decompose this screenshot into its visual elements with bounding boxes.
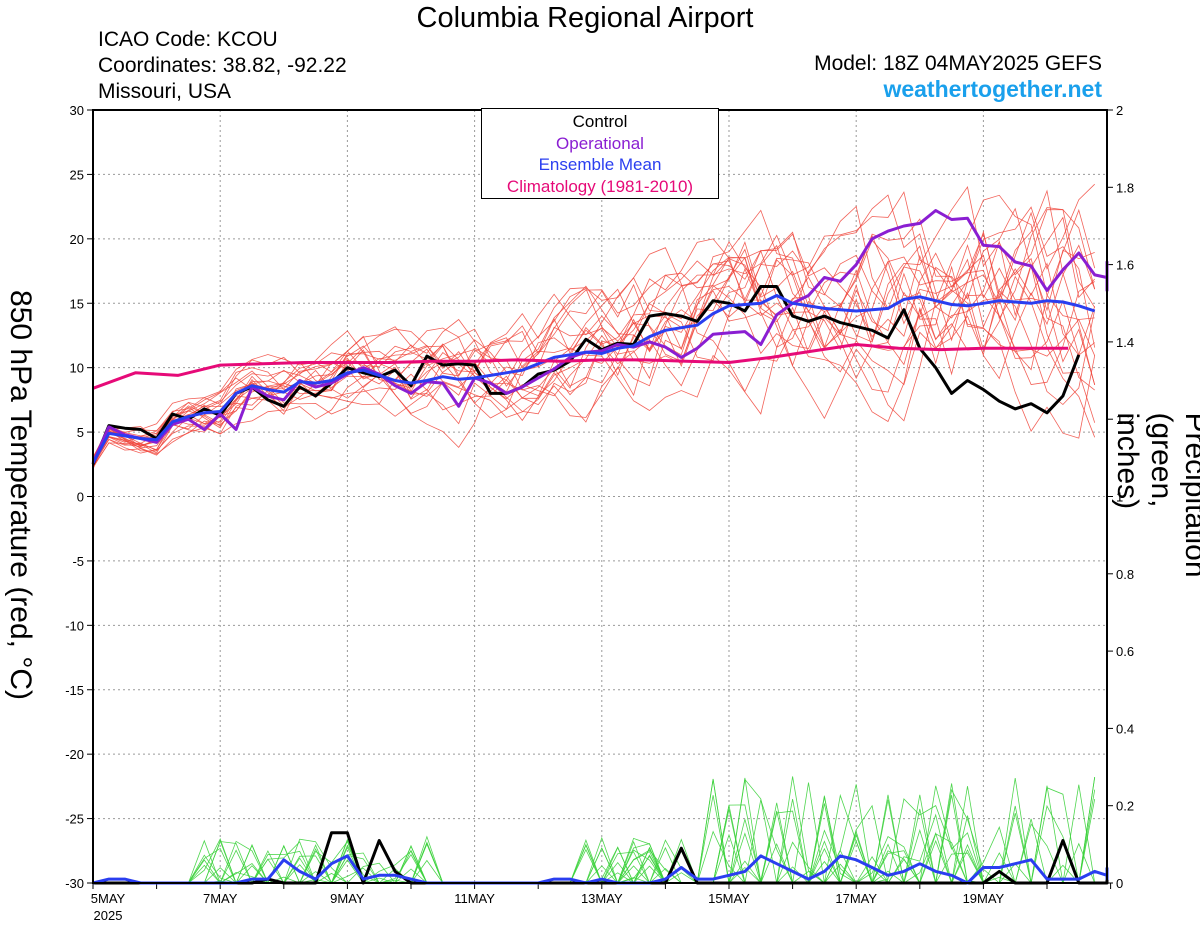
legend-control: Control — [572, 112, 628, 131]
y-tick-label-left: -5 — [72, 554, 84, 569]
y-tick-label-left: 30 — [70, 103, 84, 118]
x-tick-label: 5MAY — [91, 891, 126, 906]
ensemble-member-temperature-line — [92, 206, 1096, 458]
y-tick-label-left: 25 — [70, 167, 84, 182]
ensemble-member-temperature-line — [92, 186, 1095, 468]
y-tick-label-left: -10 — [65, 618, 84, 633]
y-tick-label-right: 1.2 — [1116, 412, 1134, 427]
ensemble-member-temperature-line — [92, 209, 1095, 467]
ensemble-member-temperature-line — [92, 207, 1096, 465]
ensemble-member-precip-line — [93, 799, 1095, 884]
ensemble-member-temperature-line — [92, 259, 1096, 467]
ensemble-member-temperature-line — [92, 269, 1096, 464]
x-tick-label: 13MAY — [581, 891, 623, 906]
ensemble-member-temperature-line — [92, 194, 1095, 464]
ensemble-member-temperature-line — [92, 207, 1096, 468]
ensemble-member-temperature-line — [92, 244, 1096, 458]
y-tick-label-right: 1.6 — [1116, 258, 1134, 273]
y-tick-label-left: -15 — [65, 683, 84, 698]
ensemble-members-precipitation — [93, 776, 1096, 885]
temp-ensemble-mean-line — [91, 294, 1096, 464]
chart-title: Columbia Regional Airport — [416, 2, 754, 34]
x-tick-label: 7MAY — [203, 891, 238, 906]
y-tick-label-right: 0.8 — [1116, 567, 1134, 582]
ensemble-member-precip-line — [93, 803, 1095, 885]
y-tick-label-right: 1 — [1116, 490, 1123, 505]
y-tick-label-left: 15 — [70, 296, 84, 311]
y-tick-label-right: 2 — [1116, 103, 1123, 118]
site-link[interactable]: weathertogether.net — [883, 76, 1102, 102]
y-tick-label-left: -30 — [65, 876, 84, 891]
y-tick-label-left: -20 — [65, 747, 84, 762]
ensemble-members-temperature — [92, 183, 1096, 470]
y-tick-label-left: -25 — [65, 812, 84, 827]
model-run: Model: 18Z 04MAY2025 GEFS — [814, 52, 1102, 75]
temp-climatology-1981-2010-line — [92, 343, 1069, 390]
ensemble-member-temperature-line — [92, 256, 1095, 464]
ensemble-member-temperature-line — [92, 183, 1095, 459]
y-tick-label-right: 0.6 — [1116, 644, 1134, 659]
y-tick-label-right: 0.2 — [1116, 799, 1134, 814]
legend: Control Operational Ensemble Mean Climat… — [481, 108, 719, 199]
ensemble-member-temperature-line — [92, 194, 1096, 461]
y-tick-label-left: 10 — [70, 361, 84, 376]
y-axis-label-left: 850 hPa Temperature (red, °C) — [4, 290, 37, 700]
y-tick-label-right: 1.8 — [1116, 180, 1134, 195]
y-tick-label-left: 5 — [77, 425, 84, 440]
x-tick-label: 15MAY — [708, 891, 750, 906]
legend-operational: Operational — [556, 133, 644, 153]
ensemble-member-precip-line — [93, 798, 1095, 884]
icao-code: ICAO Code: KCOU — [98, 28, 278, 51]
x-tick-sublabel: 2025 — [94, 908, 123, 923]
legend-ensemble-mean: Ensemble Mean — [538, 155, 662, 174]
x-tick-label: 17MAY — [835, 891, 877, 906]
ensemble-member-precip-line — [93, 795, 1095, 885]
x-tick-label: 19MAY — [963, 891, 1005, 906]
y-tick-label-right: 0.4 — [1116, 721, 1134, 736]
ensemble-member-precip-line — [93, 793, 1096, 885]
temp-operational-line — [91, 209, 1109, 464]
legend-climatology: Climatology (1981-2010) — [506, 176, 694, 196]
x-tick-label: 9MAY — [330, 891, 365, 906]
ensemble-member-temperature-line — [92, 244, 1096, 467]
y-tick-label-left: 0 — [77, 490, 84, 505]
y-axis-label-right: 6-hour Precipitation (green, inches) — [1111, 412, 1200, 578]
y-tick-label-right: 1.4 — [1116, 335, 1134, 350]
y-tick-label-left: 20 — [70, 232, 84, 247]
region: Missouri, USA — [98, 80, 232, 103]
ensemble-member-precip-line — [93, 799, 1095, 884]
coordinates: Coordinates: 38.82, -92.22 — [98, 54, 347, 77]
ensemble-member-temperature-line — [92, 232, 1096, 460]
x-tick-label: 11MAY — [454, 891, 495, 906]
y-tick-label-right: 0 — [1116, 876, 1123, 891]
